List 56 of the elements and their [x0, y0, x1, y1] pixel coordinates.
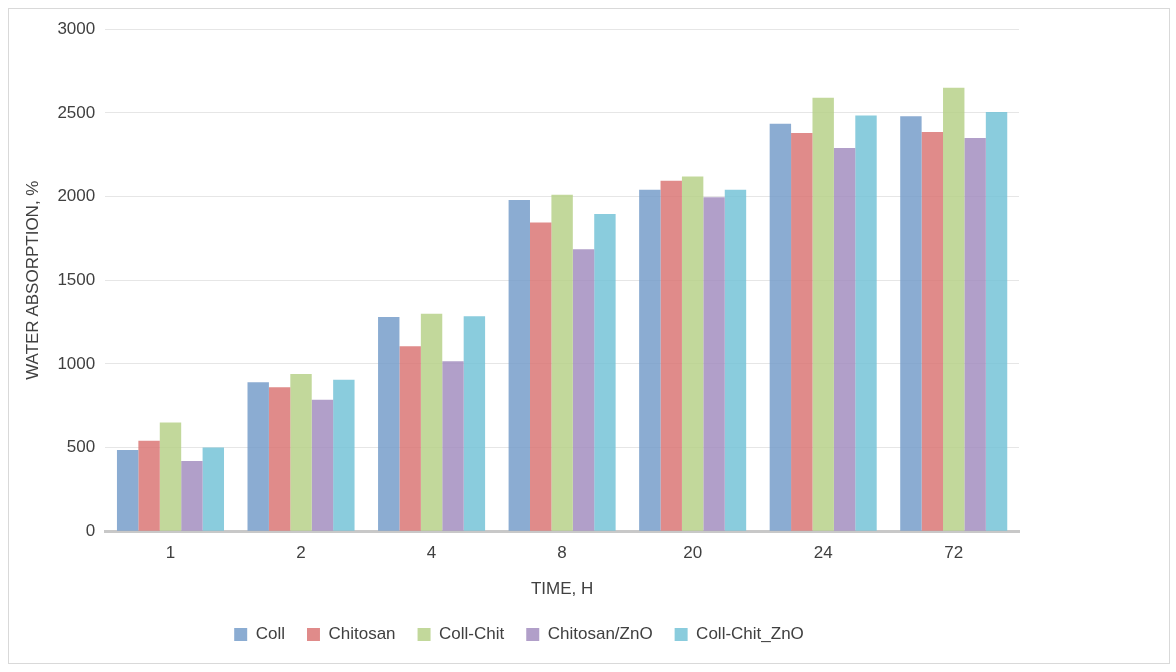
bar — [333, 379, 355, 531]
y-tick-label: 1000 — [57, 353, 96, 373]
y-tick-label: 0 — [85, 520, 96, 540]
bar — [116, 450, 139, 531]
bar — [399, 346, 421, 531]
x-tick-label: 8 — [557, 543, 567, 563]
bar — [311, 399, 334, 531]
legend-label: Coll-Chit_ZnO — [696, 624, 804, 644]
bar — [855, 115, 877, 531]
bar — [964, 137, 986, 531]
bar — [247, 382, 269, 531]
x-tick-label: 72 — [944, 543, 964, 563]
y-tick-label: 500 — [66, 437, 96, 457]
x-tick-label: 24 — [813, 543, 833, 563]
bar — [703, 197, 725, 531]
bar — [530, 222, 552, 531]
bar — [900, 116, 922, 531]
y-tick-label: 2000 — [57, 186, 96, 206]
bar — [551, 194, 573, 531]
y-axis-title: WATER ABSORPTION, % — [22, 180, 42, 380]
legend-label: Chitosan — [328, 624, 396, 644]
x-tick-label: 1 — [165, 543, 176, 563]
bar — [268, 387, 291, 531]
bar — [921, 132, 944, 531]
bar — [639, 189, 661, 531]
x-tick-label: 2 — [296, 543, 306, 563]
x-axis-title: TIME, H — [530, 579, 594, 599]
bar — [442, 361, 464, 531]
bar — [508, 199, 530, 531]
bar — [660, 180, 682, 531]
bar — [463, 316, 486, 531]
bar — [985, 112, 1008, 531]
bar — [812, 97, 834, 531]
bar — [943, 87, 965, 531]
bar — [681, 176, 704, 531]
bar — [769, 123, 792, 531]
bar — [833, 148, 856, 531]
x-tick-label: 4 — [426, 543, 437, 563]
y-tick-label: 1500 — [57, 269, 96, 289]
legend-label: Coll-Chit — [439, 624, 505, 644]
bar — [420, 313, 443, 531]
legend-label: Coll — [255, 624, 285, 644]
legend-label: Chitosan/ZnO — [547, 624, 653, 644]
bar — [202, 447, 225, 531]
x-tick-label: 20 — [683, 543, 703, 563]
bar — [181, 460, 203, 531]
bar — [159, 422, 182, 531]
y-tick-label: 2500 — [57, 102, 96, 122]
y-tick-label: 3000 — [57, 18, 96, 38]
bar — [594, 214, 616, 531]
bar — [138, 440, 160, 531]
bar — [572, 249, 595, 531]
bar — [378, 317, 400, 531]
bar — [290, 373, 312, 531]
bar — [791, 132, 813, 531]
bar — [724, 189, 747, 531]
